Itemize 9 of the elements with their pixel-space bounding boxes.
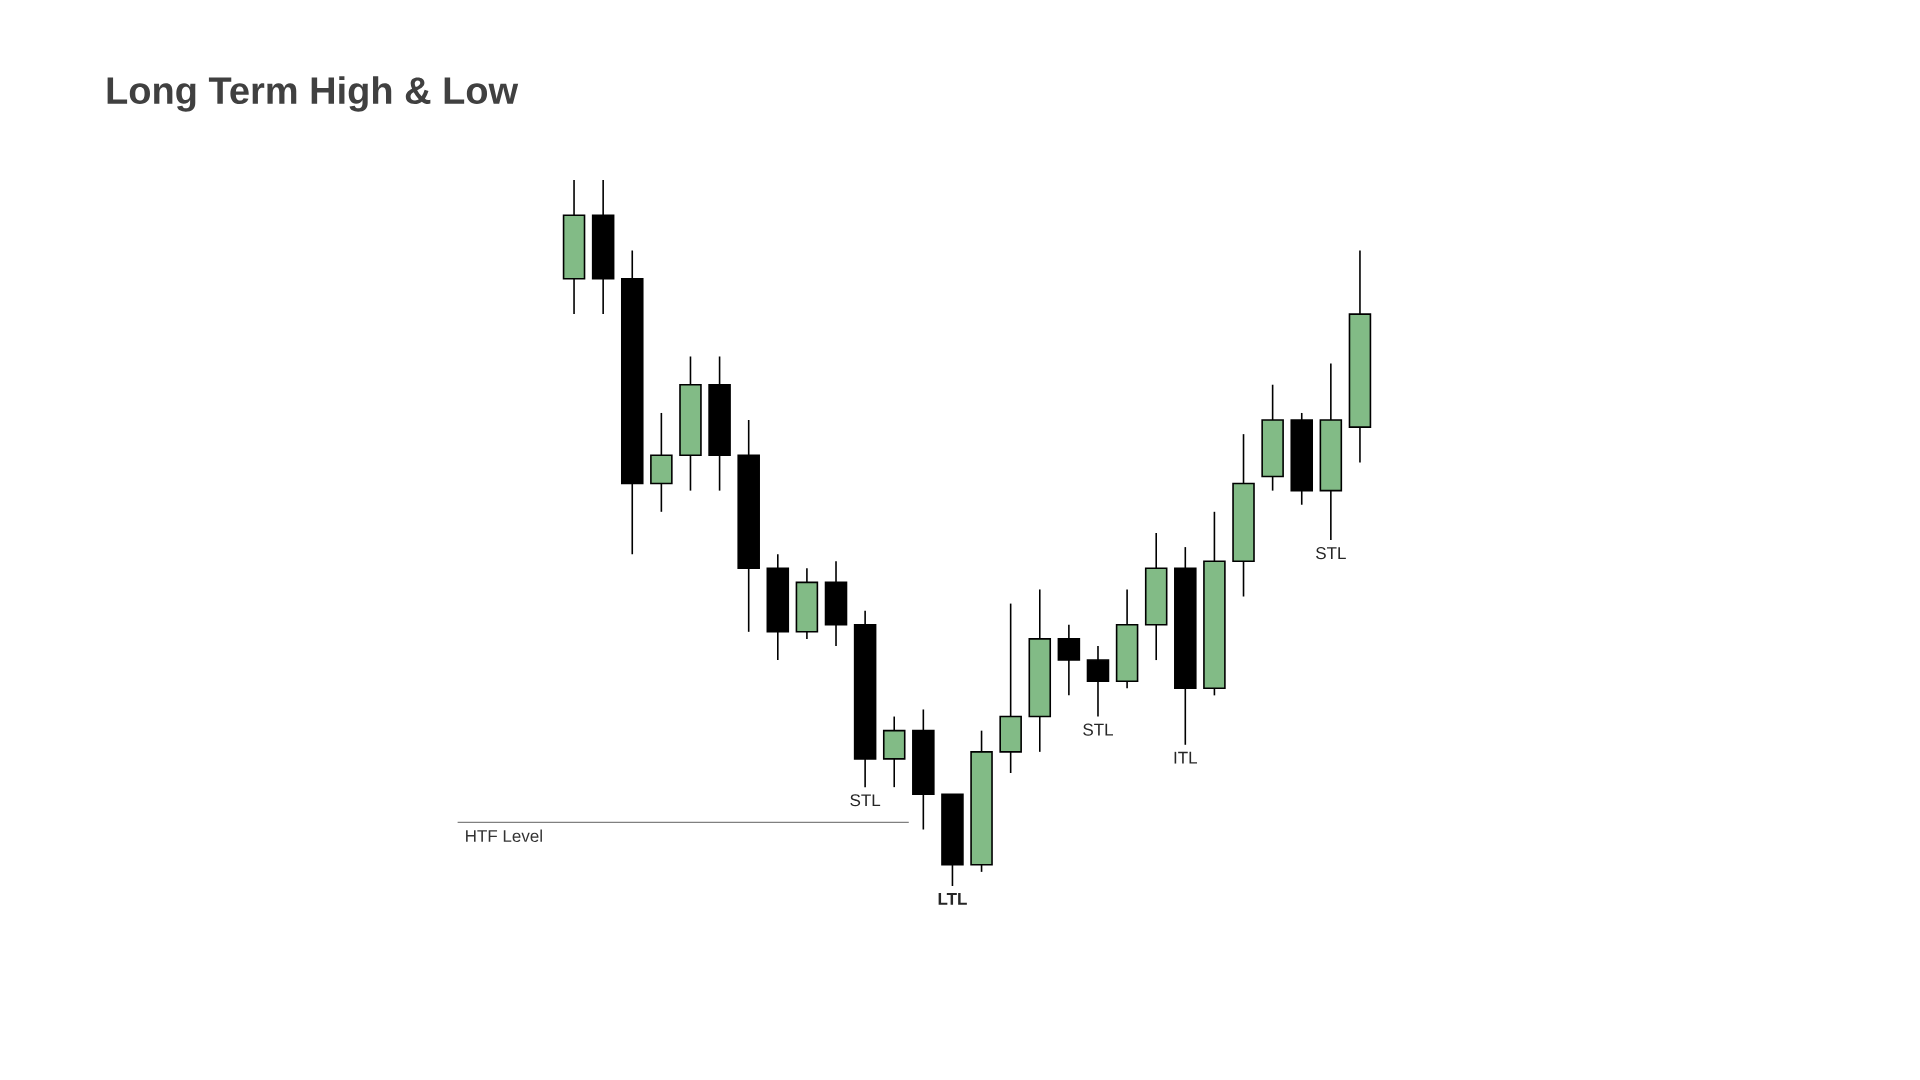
text: LTL (938, 893, 967, 905)
annotation: STL (1316, 547, 1346, 560)
ref-line-label: HTF Level (466, 829, 542, 842)
candlestick (1057, 623, 1081, 697)
candlestick (1086, 645, 1110, 718)
chart-title: Long Term High & Low (107, 76, 519, 112)
annotation: STL (1083, 723, 1113, 736)
annotation: STL (850, 794, 881, 807)
annotation: ITL (1174, 751, 1198, 764)
